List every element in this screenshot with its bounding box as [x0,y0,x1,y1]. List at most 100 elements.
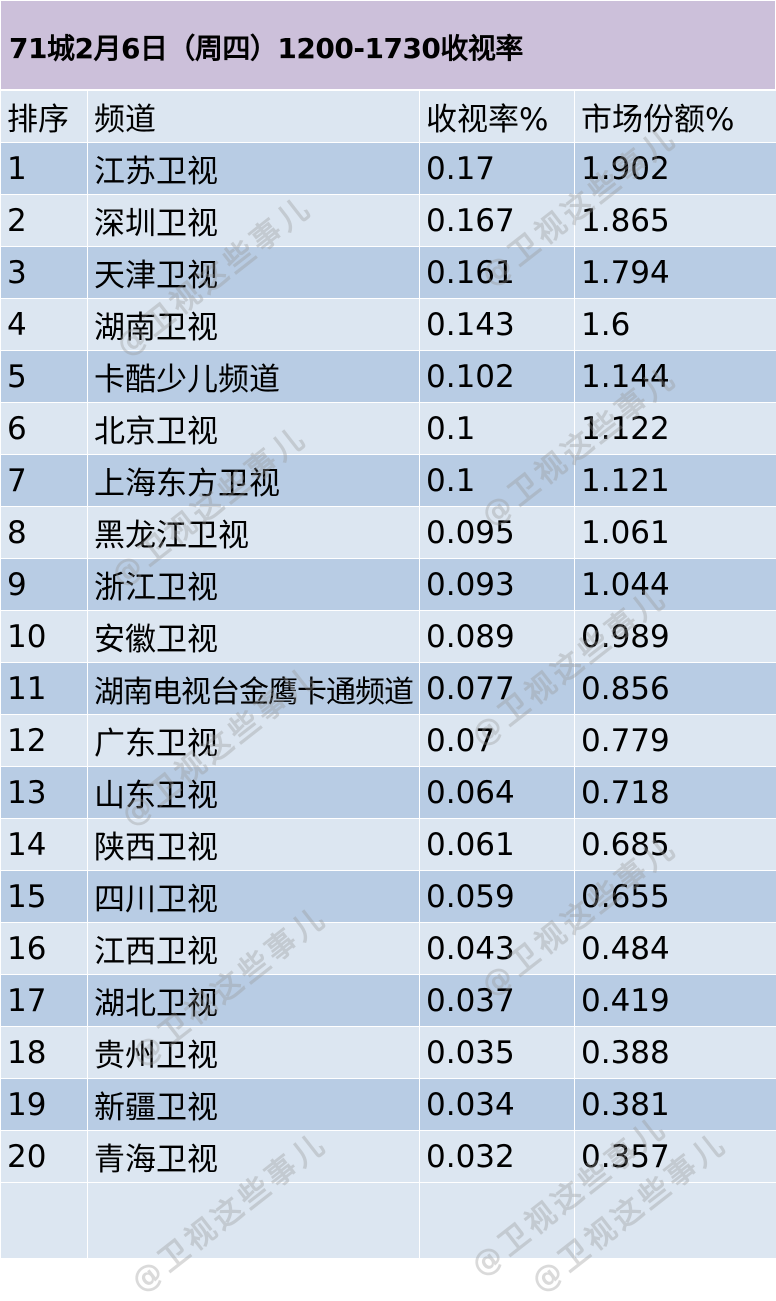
empty-cell [1,1183,88,1259]
cell-rating: 0.077 [420,663,575,715]
header-share: 市场份额% [575,91,776,143]
cell-channel: 山东卫视 [88,767,420,819]
cell-share: 0.381 [575,1079,776,1131]
cell-share: 0.357 [575,1131,776,1183]
cell-share: 0.655 [575,871,776,923]
cell-channel: 新疆卫视 [88,1079,420,1131]
cell-rank: 10 [1,611,88,663]
cell-rating: 0.093 [420,559,575,611]
header-channel: 频道 [88,91,420,143]
cell-channel: 深圳卫视 [88,195,420,247]
cell-share: 1.794 [575,247,776,299]
cell-share: 1.044 [575,559,776,611]
cell-rating: 0.143 [420,299,575,351]
cell-channel: 四川卫视 [88,871,420,923]
cell-share: 1.061 [575,507,776,559]
page-title: 71城2月6日（周四）1200-1730收视率 [9,27,523,67]
header-row: 排序 频道 收视率% 市场份额% [1,91,776,143]
cell-rating: 0.037 [420,975,575,1027]
empty-cell [420,1183,575,1259]
cell-rank: 11 [1,663,88,715]
cell-channel: 浙江卫视 [88,559,420,611]
cell-rank: 14 [1,819,88,871]
cell-rank: 6 [1,403,88,455]
cell-rating: 0.089 [420,611,575,663]
header-rating: 收视率% [420,91,575,143]
cell-channel: 江苏卫视 [88,143,420,195]
cell-rating: 0.032 [420,1131,575,1183]
cell-rank: 2 [1,195,88,247]
cell-rating: 0.064 [420,767,575,819]
cell-channel: 北京卫视 [88,403,420,455]
cell-rank: 18 [1,1027,88,1079]
cell-share: 1.121 [575,455,776,507]
cell-rank: 16 [1,923,88,975]
cell-rank: 1 [1,143,88,195]
cell-rank: 15 [1,871,88,923]
cell-rank: 9 [1,559,88,611]
empty-row [1,1183,776,1259]
cell-rating: 0.059 [420,871,575,923]
cell-rating: 0.102 [420,351,575,403]
cell-rating: 0.1 [420,455,575,507]
cell-rank: 4 [1,299,88,351]
cell-rank: 12 [1,715,88,767]
cell-rank: 5 [1,351,88,403]
empty-cell [575,1183,776,1259]
cell-channel: 天津卫视 [88,247,420,299]
cell-channel: 陕西卫视 [88,819,420,871]
cell-rank: 13 [1,767,88,819]
cell-share: 0.856 [575,663,776,715]
cell-rating: 0.1 [420,403,575,455]
cell-rank: 3 [1,247,88,299]
empty-cell [88,1183,420,1259]
cell-share: 0.989 [575,611,776,663]
cell-channel: 湖北卫视 [88,975,420,1027]
cell-share: 0.484 [575,923,776,975]
cell-rating: 0.161 [420,247,575,299]
cell-share: 1.902 [575,143,776,195]
cell-channel: 青海卫视 [88,1131,420,1183]
cell-rank: 20 [1,1131,88,1183]
cell-rating: 0.17 [420,143,575,195]
cell-share: 0.718 [575,767,776,819]
cell-share: 1.144 [575,351,776,403]
cell-share: 0.419 [575,975,776,1027]
cell-rating: 0.035 [420,1027,575,1079]
cell-channel: 湖南电视台金鹰卡通频道 [88,663,420,715]
cell-channel: 黑龙江卫视 [88,507,420,559]
title-bar: 71城2月6日（周四）1200-1730收视率 [0,0,776,90]
cell-rank: 7 [1,455,88,507]
cell-rank: 17 [1,975,88,1027]
cell-share: 0.388 [575,1027,776,1079]
cell-share: 1.122 [575,403,776,455]
cell-rating: 0.07 [420,715,575,767]
cell-share: 0.779 [575,715,776,767]
cell-channel: 湖南卫视 [88,299,420,351]
cell-channel: 上海东方卫视 [88,455,420,507]
cell-rating: 0.061 [420,819,575,871]
cell-share: 0.685 [575,819,776,871]
